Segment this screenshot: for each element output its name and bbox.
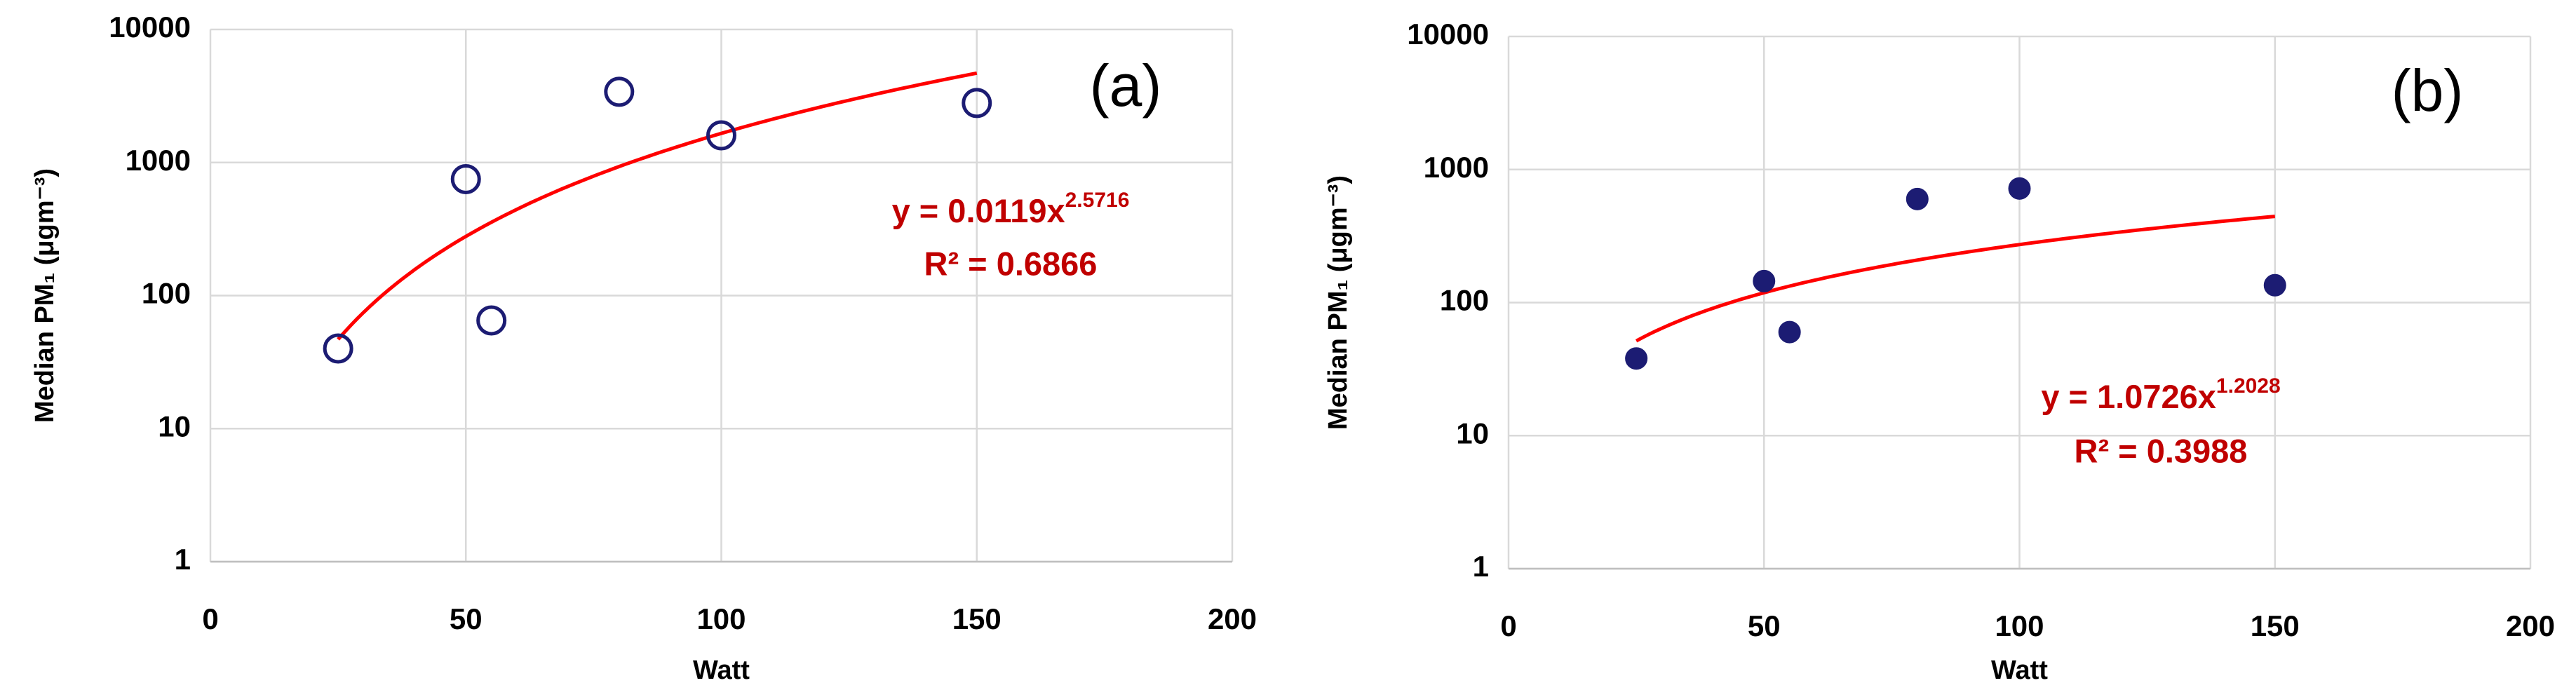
data-point	[1625, 347, 1648, 370]
data-point	[1778, 320, 1801, 344]
x-tick-label: 100	[1995, 609, 2044, 642]
data-point	[1906, 187, 1929, 210]
trendline	[337, 71, 978, 341]
trendline-equation: y = 0.0119x2.5716	[892, 189, 1130, 230]
x-tick-label: 100	[696, 602, 746, 635]
y-tick-label: 100	[1440, 284, 1489, 317]
equation-exponent: 2.5716	[1065, 189, 1130, 212]
data-point	[706, 120, 736, 151]
x-tick-label: 200	[2506, 609, 2555, 642]
panel-title: (b)	[2392, 58, 2464, 123]
equation-exponent: 1.2028	[2216, 374, 2281, 398]
y-tick-label: 1	[1473, 550, 1489, 583]
data-point	[2263, 273, 2286, 297]
x-tick-label: 150	[952, 602, 1002, 635]
x-tick-label: 50	[1748, 609, 1781, 642]
data-point	[476, 305, 507, 336]
y-tick-label: 1000	[126, 144, 191, 177]
x-tick-label: 50	[450, 602, 483, 635]
data-point	[962, 88, 992, 119]
y-tick-label: 100	[142, 277, 191, 310]
trendline	[1635, 215, 2276, 343]
data-point	[323, 333, 353, 364]
trendline-equation: y = 1.0726x1.2028	[2041, 374, 2280, 416]
x-axis-label: Watt	[1991, 656, 2048, 685]
equation-base: y = 0.0119x	[892, 192, 1065, 229]
y-tick-label: 10000	[1407, 18, 1489, 50]
r-squared: R² = 0.6866	[924, 245, 1098, 282]
x-tick-label: 0	[202, 602, 218, 635]
r-squared: R² = 0.3988	[2075, 432, 2248, 469]
equation-base: y = 1.0726x	[2041, 378, 2216, 415]
y-axis-label: Median PM₁ (μgm⁻³)	[1323, 175, 1353, 430]
panel-title: (a)	[1090, 53, 1162, 119]
x-tick-label: 0	[1500, 609, 1516, 642]
y-tick-label: 1	[175, 543, 191, 576]
data-point	[2008, 177, 2031, 200]
x-axis-label: Watt	[693, 656, 750, 685]
x-tick-label: 200	[1208, 602, 1257, 635]
y-tick-label: 1000	[1424, 151, 1489, 184]
data-point	[1753, 269, 1776, 292]
data-point	[450, 163, 481, 194]
y-tick-label: 10	[158, 410, 191, 442]
y-tick-label: 10000	[109, 11, 191, 43]
y-tick-label: 10	[1456, 417, 1489, 449]
x-tick-label: 150	[2251, 609, 2300, 642]
data-point	[604, 76, 635, 107]
y-axis-label: Median PM₁ (μgm⁻³)	[30, 168, 60, 423]
